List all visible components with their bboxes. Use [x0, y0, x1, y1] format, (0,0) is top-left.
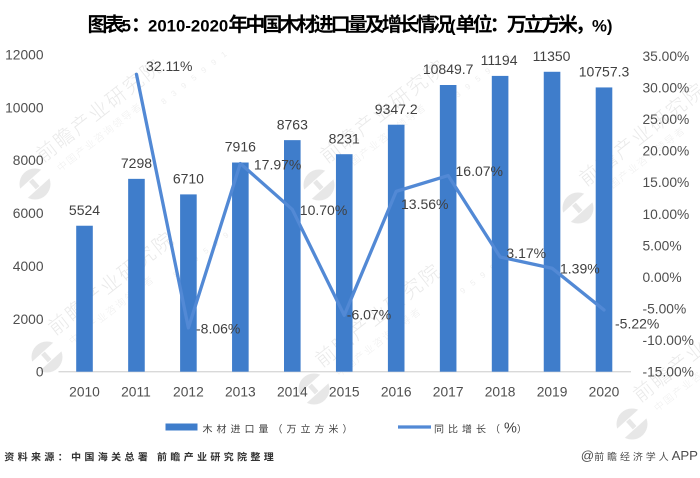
svg-text:5524: 5524 — [69, 202, 100, 218]
svg-text:8000: 8000 — [13, 153, 44, 168]
svg-text:8763: 8763 — [277, 116, 308, 132]
svg-text:0.00%: 0.00% — [643, 270, 682, 285]
svg-text:2019: 2019 — [537, 385, 568, 400]
svg-text:2015: 2015 — [329, 385, 360, 400]
svg-text:%): %) — [592, 16, 613, 35]
svg-text:-8.06%: -8.06% — [196, 321, 240, 337]
svg-text:2017: 2017 — [433, 385, 464, 400]
svg-text:10.00%: 10.00% — [643, 207, 690, 222]
svg-text:5.00%: 5.00% — [643, 238, 682, 253]
svg-text:-6.07%: -6.07% — [347, 307, 391, 323]
svg-text:2000: 2000 — [13, 312, 44, 327]
svg-text:11194: 11194 — [481, 52, 518, 68]
svg-text:32.11%: 32.11% — [146, 58, 192, 74]
svg-text:3.17%: 3.17% — [506, 245, 546, 261]
svg-text:APP: APP — [672, 448, 699, 463]
svg-text:10000: 10000 — [5, 100, 44, 115]
svg-text:@: @ — [581, 448, 594, 463]
svg-text:7916: 7916 — [225, 139, 256, 155]
svg-text:2016: 2016 — [381, 385, 412, 400]
svg-text:10757.3: 10757.3 — [579, 64, 630, 80]
svg-text:5: 5 — [122, 16, 131, 35]
svg-text:13.56%: 13.56% — [401, 196, 448, 212]
svg-text:-5.22%: -5.22% — [615, 315, 659, 331]
svg-text:20.00%: 20.00% — [643, 144, 690, 159]
svg-text:-5.00%: -5.00% — [643, 301, 687, 316]
svg-text:6000: 6000 — [13, 206, 44, 221]
svg-text:-15.00%: -15.00% — [643, 365, 694, 380]
svg-text:2013: 2013 — [225, 385, 256, 400]
svg-text:8231: 8231 — [329, 130, 360, 146]
svg-text:12000: 12000 — [5, 48, 44, 63]
svg-text:35.00%: 35.00% — [643, 49, 690, 64]
svg-text:%: % — [504, 421, 517, 437]
svg-text:10849.7: 10849.7 — [423, 61, 474, 77]
svg-text:0: 0 — [36, 365, 44, 380]
svg-text:10.70%: 10.70% — [300, 202, 347, 218]
svg-text:30.00%: 30.00% — [643, 80, 690, 95]
svg-text:7298: 7298 — [121, 155, 152, 171]
svg-text:2010: 2010 — [69, 385, 100, 400]
svg-text:25.00%: 25.00% — [643, 112, 690, 127]
svg-text:2018: 2018 — [485, 385, 516, 400]
svg-text:-10.00%: -10.00% — [643, 333, 694, 348]
svg-text:11350: 11350 — [533, 48, 571, 64]
svg-text:2010-2020: 2010-2020 — [148, 16, 228, 35]
svg-text:16.07%: 16.07% — [456, 163, 503, 179]
svg-text:2011: 2011 — [121, 385, 151, 400]
svg-text:9347.2: 9347.2 — [375, 101, 418, 117]
svg-text:2020: 2020 — [589, 385, 620, 400]
svg-text:17.97%: 17.97% — [254, 157, 301, 173]
svg-text:1.39%: 1.39% — [560, 261, 600, 277]
svg-text:4000: 4000 — [13, 259, 44, 274]
svg-text:2012: 2012 — [173, 385, 204, 400]
svg-text:(: ( — [450, 16, 456, 35]
svg-text:15.00%: 15.00% — [643, 175, 690, 190]
svg-text:2014: 2014 — [277, 385, 308, 400]
svg-text:6710: 6710 — [173, 171, 204, 187]
